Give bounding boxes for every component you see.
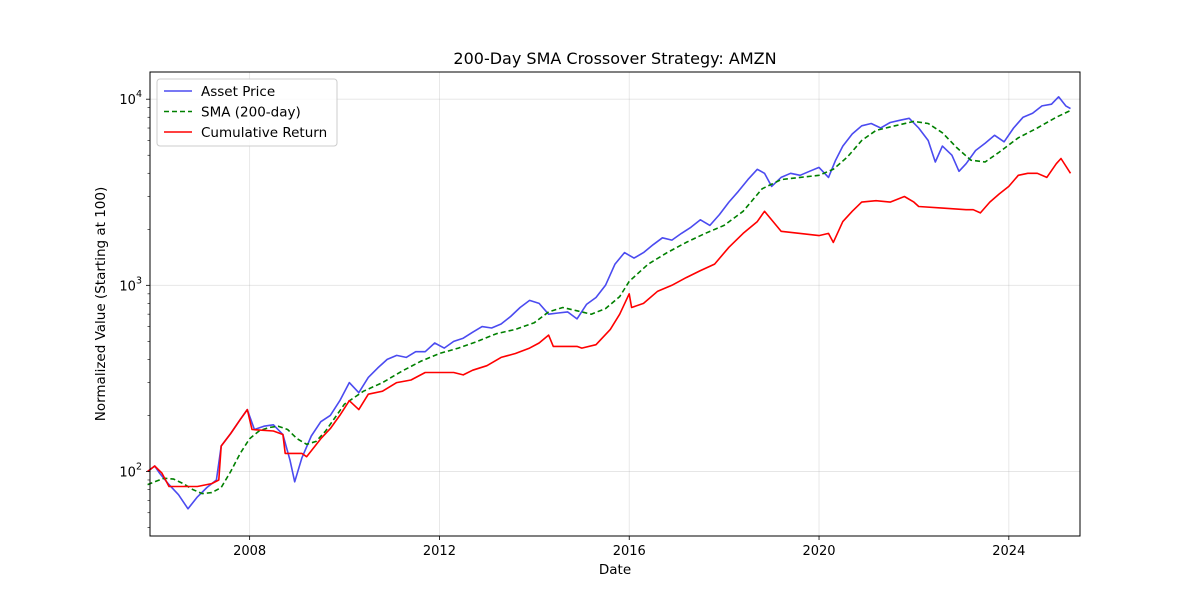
y-tick-exponent: 3 xyxy=(136,275,142,286)
x-tick-label: 2008 xyxy=(233,544,266,559)
legend-label-sma-200-day: SMA (200-day) xyxy=(201,105,301,121)
x-axis-ticks: 2008 2012 2016 2020 2024 xyxy=(233,536,1025,559)
x-tick-label: 2024 xyxy=(992,544,1025,559)
y-tick-label: 103 xyxy=(119,275,142,294)
plot-frame xyxy=(149,71,1081,537)
y-tick-exponent: 2 xyxy=(136,461,142,472)
y-tick-base: 10 xyxy=(119,279,136,294)
series-line-sma-200-day xyxy=(147,109,1071,495)
x-tick-label: 2016 xyxy=(613,544,646,559)
legend-label-cumulative-return: Cumulative Return xyxy=(201,125,327,141)
series-line-cumulative-return xyxy=(147,157,1072,488)
y-tick-base: 10 xyxy=(119,465,136,480)
series-lines xyxy=(147,96,1072,510)
x-tick-label: 2020 xyxy=(802,544,835,559)
x-axis-label: Date xyxy=(599,562,631,578)
legend: Asset Price SMA (200-day) Cumulative Retur… xyxy=(156,78,338,147)
y-tick-label: 102 xyxy=(119,461,142,480)
legend-label-asset-price: Asset Price xyxy=(201,84,275,100)
chart-title: 200-Day SMA Crossover Strategy: AMZN xyxy=(453,49,776,68)
x-tick-label: 2012 xyxy=(423,544,456,559)
series-line-asset-price xyxy=(147,96,1071,510)
y-tick-label: 104 xyxy=(119,89,142,108)
y-tick-base: 10 xyxy=(119,93,136,108)
y-axis-label: Normalized Value (Starting at 100) xyxy=(93,187,109,422)
legend-box xyxy=(156,78,338,147)
y-tick-exponent: 4 xyxy=(136,89,142,100)
